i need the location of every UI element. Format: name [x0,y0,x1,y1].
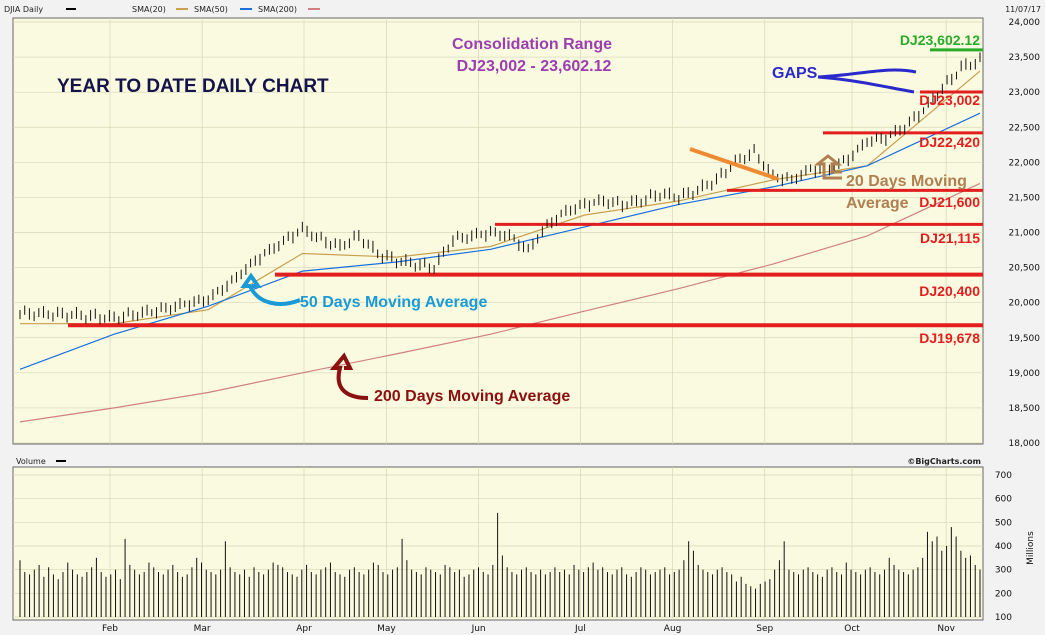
x-tick-label: Nov [937,624,955,634]
moving-average-lines [19,70,981,423]
x-tick-label: Apr [296,624,312,634]
volume-label: Volume [16,457,46,466]
sma-line-SMA20 [20,70,981,325]
ma200-arrow [329,352,369,400]
downtrend-line [689,147,779,181]
gaps-arrows [817,68,917,94]
ma20-label-line1: 20 Days Moving [846,173,967,190]
ma50-label: 50 Days Moving Average [300,294,487,311]
legend-sma200-swatch [308,8,320,10]
price-y-tick: 21,000 [1009,229,1041,239]
level-21115-label: DJ21,115 [920,230,980,246]
legend-sma50-swatch [240,8,252,10]
price-y-tick: 20,500 [1009,264,1041,274]
price-y-tick: 24,000 [1009,18,1041,28]
x-tick-label: Oct [844,624,860,634]
text-annotations: YEAR TO DATE DAILY CHART Consolidation R… [57,32,980,405]
support-levels [68,48,983,328]
bigcharts-credit: ©BigCharts.com [907,457,981,466]
level-23002-label: DJ23,002 [919,92,980,108]
symbol-swatch [66,8,76,10]
volume-y-tick: 200 [995,589,1012,599]
volume-unit-label: Millions [1026,531,1036,565]
legend-sma200-label: SMA(200) [258,5,297,14]
level-22420-label: DJ22,420 [919,134,980,150]
symbol-label: DJIA Daily [4,5,43,14]
annotation-arrows [240,68,917,400]
price-y-tick: 23,500 [1009,53,1041,63]
ma20-arrow [813,154,843,180]
volume-y-tick: 100 [995,613,1012,623]
volume-header: Volume ©BigCharts.com [13,453,983,467]
sma-line-SMA200 [19,182,981,423]
x-tick-label: May [377,624,396,634]
volume-swatch [56,460,66,462]
volume-y-axis: 700 600 500 400 300 200 100 [995,471,1012,623]
x-tick-label: Sep [756,624,773,634]
price-bars [19,52,981,325]
volume-y-tick: 400 [995,542,1012,552]
price-y-tick: 19,500 [1009,334,1041,344]
gaps-label: GAPS [772,65,818,82]
level-19678-label: DJ19,678 [919,330,980,346]
x-tick-label: Mar [194,624,211,634]
volume-y-tick: 300 [995,566,1012,576]
price-y-tick: 18,500 [1009,404,1041,414]
chart-header: DJIA Daily SMA(20) SMA(50) SMA(200) 11/0… [0,0,1045,18]
x-tick-label: Aug [664,624,682,634]
level-23602-label: DJ23,602.12 [900,32,980,48]
ma200-label: 200 Days Moving Average [374,388,570,405]
price-y-tick: 22,000 [1009,158,1041,168]
price-y-tick: 23,000 [1009,88,1041,98]
sma-line-SMA50 [19,112,981,370]
price-y-tick: 22,500 [1009,123,1041,133]
consolidation-range: DJ23,002 - 23,602.12 [457,58,612,75]
price-y-axis: 24,000 23,500 23,000 22,500 22,000 21,500 21,0… [1009,18,1041,449]
price-y-tick: 20,000 [1009,299,1041,309]
x-axis: Feb Mar Apr May Jun Jul Aug Sep Oct Nov [102,624,956,634]
x-tick-label: Jun [471,624,486,634]
level-21600-label: DJ21,600 [919,194,980,210]
legend-sma20-label: SMA(20) [132,5,166,14]
legend-sma50-label: SMA(50) [194,5,228,14]
chart-title: YEAR TO DATE DAILY CHART [57,76,329,97]
ma20-label-line2: Average [846,195,909,212]
ma50-arrow [240,272,301,306]
volume-y-tick: 700 [995,471,1012,481]
price-grid [13,18,983,444]
price-y-tick: 19,000 [1009,369,1041,379]
legend-sma20-swatch [176,8,188,10]
x-tick-label: Jul [574,624,586,634]
header-date: 11/07/17 [1005,5,1041,14]
level-20400-label: DJ20,400 [919,283,980,299]
volume-bars [19,512,981,617]
consolidation-label: Consolidation Range [452,36,612,53]
price-y-tick: 18,000 [1009,439,1041,449]
price-y-tick: 21,500 [1009,193,1041,203]
volume-y-tick: 500 [995,518,1012,528]
x-tick-label: Feb [102,624,118,634]
volume-y-tick: 600 [995,495,1012,505]
